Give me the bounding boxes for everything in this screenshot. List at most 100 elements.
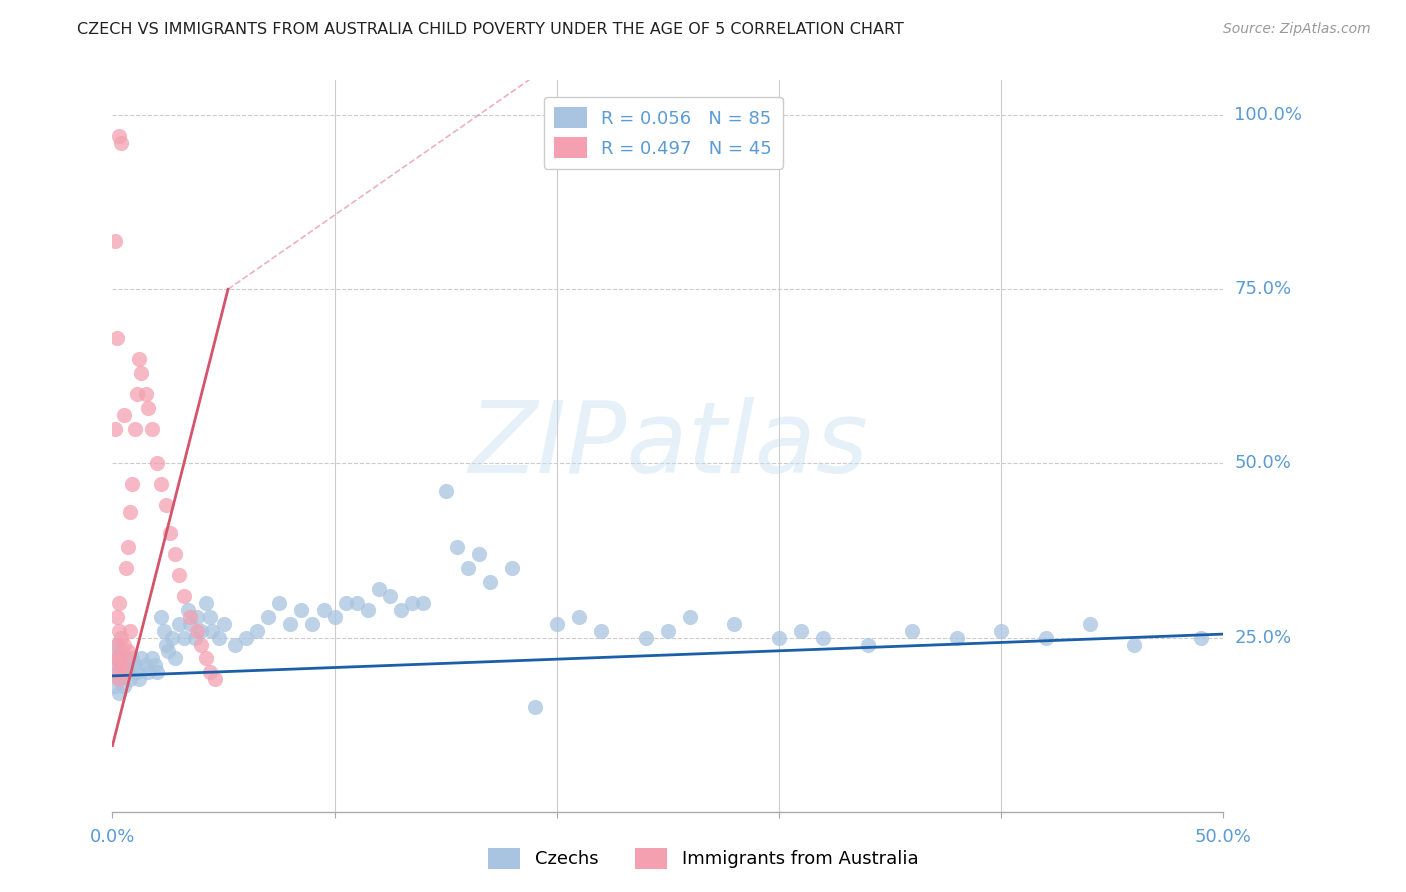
Point [945,631,967,645]
Point [136,401,159,415]
Point [657,624,679,638]
Point [312,603,335,617]
Point [201,624,224,638]
Point [173,589,195,603]
Point [120,673,142,687]
Point [194,651,217,665]
Point [112,679,135,693]
Point [434,484,457,499]
Point [335,596,357,610]
Point [141,651,163,665]
Point [856,638,879,652]
Point [124,421,146,435]
Point [110,644,132,658]
Point [412,596,434,610]
Point [110,665,132,680]
Point [108,624,131,638]
Point [990,624,1012,638]
Point [114,561,136,575]
Point [179,616,201,631]
Point [128,673,150,687]
Point [357,603,380,617]
Point [1078,616,1101,631]
Point [200,665,222,680]
Point [121,477,143,491]
Text: CZECH VS IMMIGRANTS FROM AUSTRALIA CHILD POVERTY UNDER THE AGE OF 5 CORRELATION : CZECH VS IMMIGRANTS FROM AUSTRALIA CHILD… [77,22,904,37]
Point [114,651,136,665]
Point [267,596,291,610]
Point [186,624,208,638]
Point [155,638,177,652]
Point [125,386,148,401]
Point [125,665,148,680]
Point [124,658,146,673]
Point [150,477,173,491]
Point [257,609,280,624]
Point [190,638,212,652]
Point [105,638,128,652]
Legend: Czechs, Immigrants from Australia: Czechs, Immigrants from Australia [481,840,925,876]
Point [105,609,128,624]
Point [108,673,131,687]
Point [110,631,132,645]
Point [301,616,323,631]
Point [117,540,139,554]
Point [104,234,127,248]
Point [117,644,139,658]
Point [167,567,190,582]
Point [546,616,568,631]
Point [105,665,128,680]
Text: ZIPatlas: ZIPatlas [468,398,868,494]
Point [105,665,128,680]
Point [112,638,135,652]
Point [146,665,169,680]
Point [235,631,257,645]
Point [208,631,231,645]
Point [634,631,657,645]
Point [108,658,131,673]
Point [135,386,157,401]
Point [141,421,163,435]
Point [110,658,132,673]
Point [901,624,924,638]
Point [380,589,402,603]
Point [401,596,423,610]
Point [323,609,346,624]
Point [368,582,391,596]
Point [108,128,131,143]
Point [163,547,186,561]
Point [150,609,173,624]
Point [104,679,127,693]
Point [117,665,139,680]
Point [167,616,190,631]
Point [155,498,177,512]
Point [152,624,174,638]
Point [346,596,368,610]
Point [105,331,128,345]
Point [108,596,131,610]
Point [112,665,135,680]
Point [1123,638,1146,652]
Point [204,673,226,687]
Point [479,574,502,589]
Point [108,686,131,700]
Point [389,603,412,617]
Point [224,638,246,652]
Point [278,616,301,631]
Point [163,651,186,665]
Point [110,136,132,150]
Point [146,457,169,471]
Point [108,651,131,665]
Point [177,603,200,617]
Point [179,609,201,624]
Point [162,631,184,645]
Text: 100.0%: 100.0% [1234,106,1302,124]
Point [108,673,131,687]
Point [186,609,208,624]
Point [131,651,153,665]
Legend: R = 0.056   N = 85, R = 0.497   N = 45: R = 0.056 N = 85, R = 0.497 N = 45 [544,96,783,169]
Point [568,609,591,624]
Point [591,624,613,638]
Point [679,609,702,624]
Point [1189,631,1212,645]
